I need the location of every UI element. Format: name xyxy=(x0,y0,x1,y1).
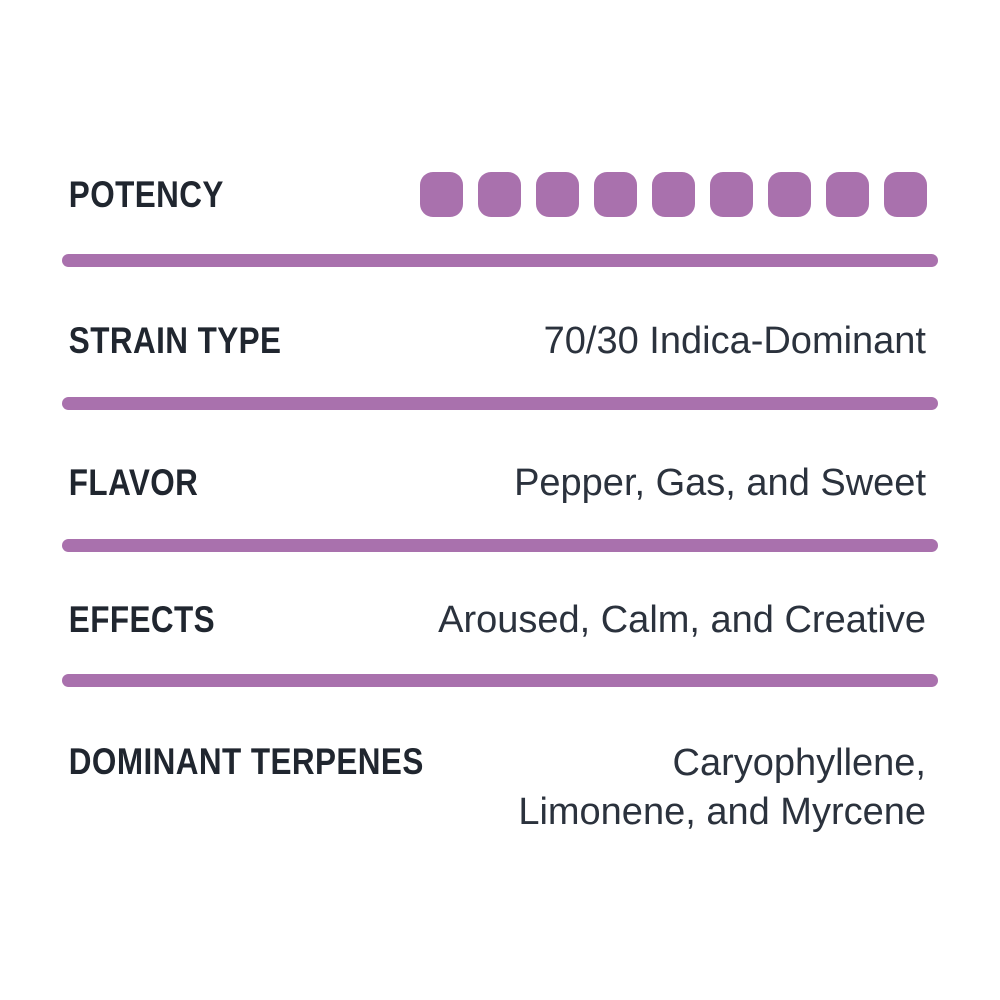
flavor-label: FLAVOR xyxy=(68,462,199,503)
potency-dot xyxy=(536,172,579,217)
dominant-terpenes-row: DOMINANT TERPENES Caryophyllene, Limonen… xyxy=(62,739,938,837)
effects-row: EFFECTS Aroused, Calm, and Creative xyxy=(62,597,938,643)
potency-dot xyxy=(768,172,811,217)
potency-meter xyxy=(420,172,927,217)
divider xyxy=(62,539,938,552)
potency-row: POTENCY xyxy=(62,171,938,218)
effects-value: Aroused, Calm, and Creative xyxy=(438,598,926,641)
dominant-terpenes-value: Caryophyllene, Limonene, and Myrcene xyxy=(518,742,926,833)
divider xyxy=(62,397,938,410)
flavor-row: FLAVOR Pepper, Gas, and Sweet xyxy=(62,460,938,506)
potency-dot xyxy=(420,172,463,217)
flavor-value: Pepper, Gas, and Sweet xyxy=(514,461,926,504)
potency-dot xyxy=(652,172,695,217)
effects-label: EFFECTS xyxy=(68,599,216,640)
potency-dot xyxy=(710,172,753,217)
potency-label: POTENCY xyxy=(68,173,224,215)
strain-type-value: 70/30 Indica-Dominant xyxy=(543,319,926,362)
potency-dot xyxy=(884,172,927,217)
divider xyxy=(62,674,938,687)
dominant-terpenes-label: DOMINANT TERPENES xyxy=(68,741,424,782)
divider xyxy=(62,254,938,267)
strain-type-row: STRAIN TYPE 70/30 Indica-Dominant xyxy=(62,318,938,364)
potency-dot xyxy=(594,172,637,217)
potency-dot xyxy=(826,172,869,217)
potency-dot xyxy=(478,172,521,217)
strain-type-label: STRAIN TYPE xyxy=(68,320,282,361)
